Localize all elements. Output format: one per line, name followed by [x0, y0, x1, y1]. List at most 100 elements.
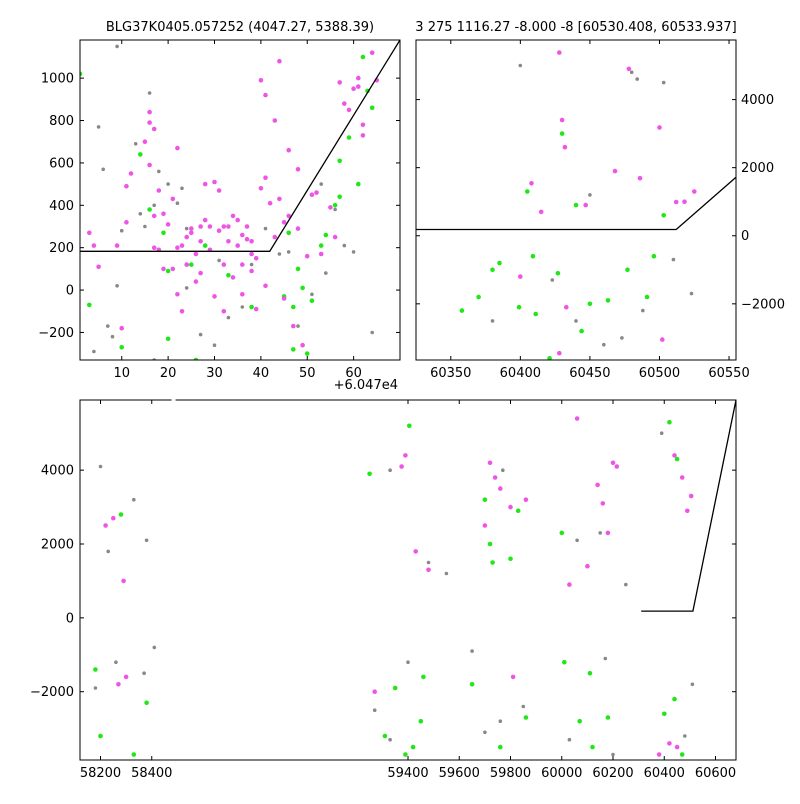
data-point-gray [620, 336, 624, 340]
data-point-gray [574, 319, 578, 323]
axes-frame-top-right [415, 39, 737, 361]
data-point-gray [567, 737, 572, 742]
data-point-gray [157, 169, 161, 174]
data-point-magenta [291, 323, 296, 329]
data-point-green [516, 304, 522, 310]
data-point-magenta [657, 125, 662, 130]
x-offset-label-top-left: +6.047e4 [334, 378, 398, 393]
data-point-gray [324, 271, 328, 275]
data-point-magenta [230, 213, 236, 219]
data-point-magenta [523, 497, 529, 503]
data-point-green [410, 744, 416, 750]
data-point-gray [629, 70, 634, 75]
data-point-green [487, 541, 493, 547]
data-point-green [587, 301, 593, 307]
data-point-gray [588, 193, 592, 197]
data-point-magenta [244, 224, 250, 229]
model-line [80, 40, 400, 252]
x-tick-label: 60 [345, 366, 362, 381]
data-point-magenta [626, 66, 632, 72]
y-tick-label: 2000 [41, 538, 74, 553]
data-point-gray [133, 142, 138, 146]
data-point-green [490, 267, 495, 273]
data-point-gray [659, 431, 664, 436]
data-point-gray [611, 752, 615, 757]
data-point-magenta [413, 549, 419, 554]
data-point-gray [240, 305, 245, 309]
data-point-magenta [198, 239, 203, 244]
data-point-magenta [286, 213, 292, 219]
data-point-magenta [300, 342, 305, 348]
data-point-green [309, 298, 315, 304]
data-point-magenta [175, 292, 180, 297]
panel-bottom: 58200 58400 59400 59600 59800 60000 60200 60400… [30, 398, 737, 781]
x-tick-label: 60400 [500, 366, 541, 381]
data-point-gray [175, 201, 180, 205]
data-point-magenta [482, 523, 488, 528]
y-tick-label: 0 [741, 229, 749, 244]
data-point-magenta [267, 200, 273, 206]
ticks-top-left: 10 20 30 40 50 60 −200 0 200 400 600 800 1000 [38, 40, 400, 381]
data-point-green [498, 744, 503, 750]
data-point-magenta [574, 416, 580, 421]
data-point-green [490, 560, 495, 565]
x-tick-label: 10 [113, 366, 130, 381]
data-point-gray [212, 343, 217, 348]
data-point-green [555, 270, 561, 276]
data-point-green [318, 243, 324, 248]
data-point-green [674, 456, 680, 462]
x-tick-label: 58400 [131, 766, 172, 781]
data-point-gray [372, 708, 377, 712]
data-point-magenta [128, 171, 134, 176]
data-point-magenta [612, 168, 618, 174]
data-point-green [118, 512, 124, 517]
model-line [416, 176, 736, 231]
data-point-magenta [337, 80, 343, 85]
data-point-gray [641, 308, 645, 313]
data-point-gray [101, 167, 105, 172]
data-point-magenta [202, 181, 208, 187]
data-point-magenta [202, 217, 208, 223]
data-point-gray [550, 278, 555, 282]
data-point-gray [217, 258, 221, 263]
data-point-green [476, 294, 481, 300]
data-point-magenta [123, 674, 129, 680]
data-point-green [525, 189, 530, 194]
data-point-magenta [614, 464, 620, 469]
data-point-gray [406, 660, 410, 664]
data-point-magenta [487, 460, 493, 466]
data-point-gray [444, 571, 449, 576]
data-point-magenta [193, 251, 199, 257]
x-tick-label: 40 [253, 366, 270, 381]
data-point-gray [143, 224, 147, 229]
data-point-gray [342, 243, 347, 248]
data-point-magenta [216, 188, 222, 193]
model-line [641, 400, 736, 612]
data-point-magenta [207, 224, 213, 229]
data-point-magenta [399, 464, 404, 469]
data-point-magenta [498, 486, 503, 491]
data-point-gray [114, 660, 118, 664]
data-point-magenta [198, 270, 203, 276]
data-point-green [360, 54, 366, 60]
plot-area-top-right [416, 50, 736, 360]
data-point-green [651, 253, 657, 259]
y-tick-label: 400 [49, 199, 74, 214]
data-point-green [367, 471, 372, 477]
data-point-green [193, 357, 199, 360]
x-tick-label: 58200 [80, 766, 121, 781]
data-point-magenta [351, 86, 356, 91]
data-point-magenta [277, 58, 282, 64]
data-point-magenta [286, 147, 292, 153]
data-point-green [661, 213, 666, 218]
data-point-magenta [318, 251, 324, 257]
data-point-magenta [240, 292, 245, 297]
y-tick-label: 1000 [41, 72, 74, 87]
data-point-green [119, 345, 124, 350]
panel-top-right: 60350 60400 60450 60500 60550−2000020004000 … [415, 20, 785, 381]
data-point-green [337, 158, 343, 164]
data-point-gray [370, 330, 375, 335]
data-point-gray [490, 319, 495, 323]
data-point-magenta [184, 262, 189, 267]
data-point-gray [249, 262, 254, 267]
